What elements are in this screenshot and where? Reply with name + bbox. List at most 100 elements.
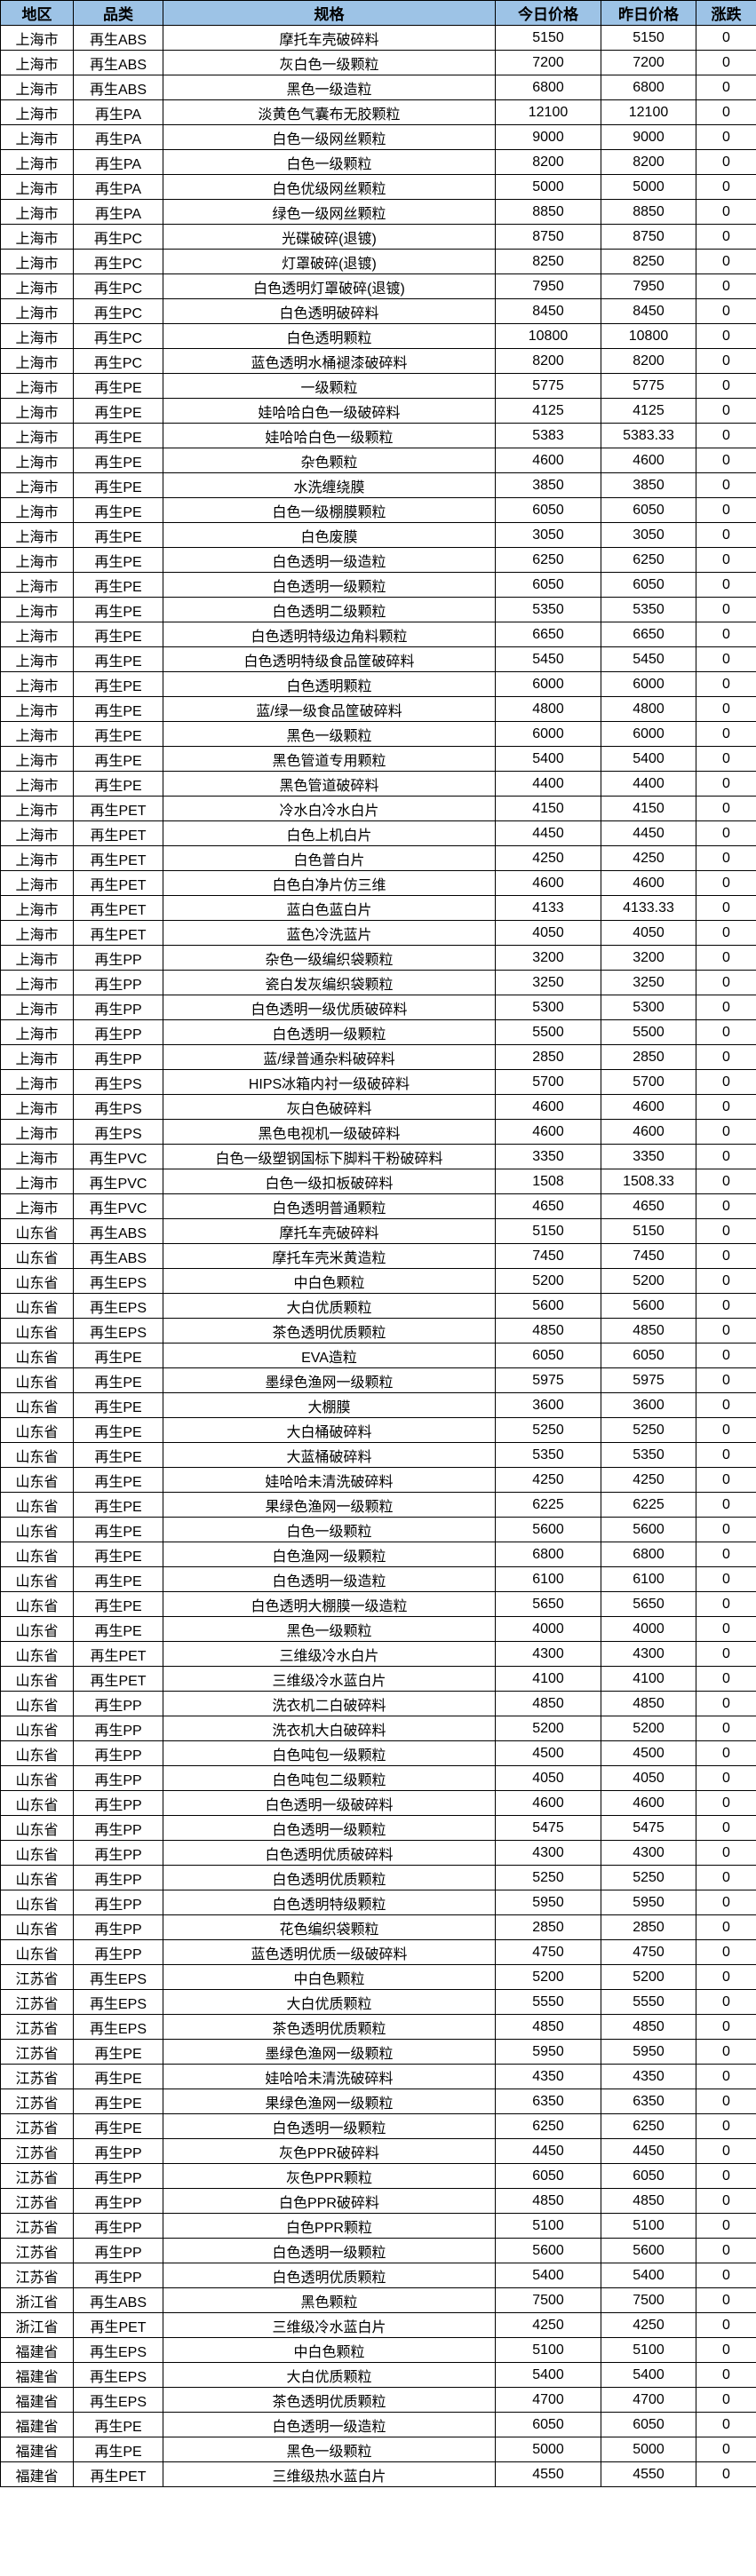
cell: 4250 xyxy=(601,845,696,871)
cell: 8850 xyxy=(495,199,601,225)
cell: 白色白净片仿三维 xyxy=(163,870,496,896)
cell: 5350 xyxy=(495,1442,601,1468)
cell: 再生EPS xyxy=(73,1268,163,1294)
cell: 0 xyxy=(696,1367,756,1393)
cell: 白色吨包二级颗粒 xyxy=(163,1765,496,1791)
cell: 0 xyxy=(696,1119,756,1145)
cell: 0 xyxy=(696,50,756,75)
table-row: 上海市 再生PE 白色废膜 3050 3050 0 xyxy=(0,522,756,548)
cell: 白色一级网丝颗粒 xyxy=(163,124,496,150)
table-row: 江苏省 再生PE 墨绿色渔网一级颗粒 5950 5950 0 xyxy=(0,2039,756,2065)
cell: 上海市 xyxy=(0,373,74,399)
cell: 4100 xyxy=(495,1666,601,1692)
cell: 上海市 xyxy=(0,124,74,150)
cell: 灰色PPR颗粒 xyxy=(163,2163,496,2189)
cell: 0 xyxy=(696,1467,756,1493)
cell: 0 xyxy=(696,2312,756,2338)
table-row: 上海市 再生PVC 白色一级扣板破碎料 1508 1508.33 0 xyxy=(0,1169,756,1194)
cell: 上海市 xyxy=(0,845,74,871)
cell: 白色一级棚膜颗粒 xyxy=(163,497,496,523)
cell: 5950 xyxy=(601,1890,696,1915)
cell: 6000 xyxy=(495,721,601,747)
cell: 5100 xyxy=(495,2213,601,2239)
cell: 上海市 xyxy=(0,820,74,846)
cell: 5400 xyxy=(495,2362,601,2388)
table-row: 江苏省 再生PE 白色透明一级颗粒 6250 6250 0 xyxy=(0,2113,756,2139)
cell: 江苏省 xyxy=(0,2213,74,2239)
cell: 5250 xyxy=(601,1417,696,1443)
cell: 再生PE xyxy=(73,1467,163,1493)
cell: 娃哈哈未清洗破碎料 xyxy=(163,2064,496,2089)
table-row: 山东省 再生PP 白色吨包二级颗粒 4050 4050 0 xyxy=(0,1765,756,1791)
cell: 再生PVC xyxy=(73,1169,163,1194)
cell: 再生PS xyxy=(73,1069,163,1095)
cell: 福建省 xyxy=(0,2461,74,2487)
cell: 0 xyxy=(696,1865,756,1890)
table-row: 山东省 再生PP 白色透明优质破碎料 4300 4300 0 xyxy=(0,1840,756,1866)
cell: 再生PA xyxy=(73,124,163,150)
cell: 白色透明一级破碎料 xyxy=(163,1790,496,1816)
cell: 5200 xyxy=(601,1268,696,1294)
table-row: 上海市 再生PVC 白色透明普通颗粒 4650 4650 0 xyxy=(0,1193,756,1219)
cell: 白色透明一级颗粒 xyxy=(163,1815,496,1841)
cell: 上海市 xyxy=(0,273,74,299)
cell: 0 xyxy=(696,2238,756,2263)
cell: 再生PE xyxy=(73,373,163,399)
table-row: 江苏省 再生PP 白色PPR破碎料 4850 4850 0 xyxy=(0,2188,756,2214)
table-row: 上海市 再生PET 冷水白冷水白片 4150 4150 0 xyxy=(0,796,756,821)
cell: 4150 xyxy=(601,796,696,821)
cell: 0 xyxy=(696,2064,756,2089)
cell: 再生PP xyxy=(73,2163,163,2189)
cell: 山东省 xyxy=(0,1367,74,1393)
cell: 7450 xyxy=(601,1243,696,1269)
table-row: 山东省 再生PE 墨绿色渔网一级颗粒 5975 5975 0 xyxy=(0,1367,756,1393)
cell: 再生PP xyxy=(73,1890,163,1915)
table-row: 上海市 再生PE 杂色颗粒 4600 4600 0 xyxy=(0,448,756,473)
cell: 再生PE xyxy=(73,2437,163,2462)
cell: 0 xyxy=(696,1318,756,1343)
cell: 再生PP xyxy=(73,1740,163,1766)
cell: 5775 xyxy=(495,373,601,399)
cell: 再生PE xyxy=(73,572,163,598)
table-row: 上海市 再生PE 一级颗粒 5775 5775 0 xyxy=(0,373,756,399)
table-row: 山东省 再生PE EVA造粒 6050 6050 0 xyxy=(0,1343,756,1368)
cell: 墨绿色渔网一级颗粒 xyxy=(163,2039,496,2065)
cell: 3250 xyxy=(495,970,601,995)
table-row: 上海市 再生PP 瓷白发灰编织袋颗粒 3250 3250 0 xyxy=(0,970,756,995)
table-row: 山东省 再生PE 黑色一级颗粒 4000 4000 0 xyxy=(0,1616,756,1642)
cell: 5150 xyxy=(495,25,601,51)
cell: 白色一级颗粒 xyxy=(163,149,496,175)
table-row: 上海市 再生PET 白色上机白片 4450 4450 0 xyxy=(0,820,756,846)
cell: 4700 xyxy=(601,2387,696,2413)
cell: 0 xyxy=(696,1094,756,1120)
cell: 1508 xyxy=(495,1169,601,1194)
cell: 白色透明二级颗粒 xyxy=(163,597,496,622)
cell: 0 xyxy=(696,522,756,548)
cell: 黑色颗粒 xyxy=(163,2287,496,2313)
cell: 3200 xyxy=(495,945,601,971)
cell: 0 xyxy=(696,2163,756,2189)
cell: 再生PE xyxy=(73,2412,163,2437)
cell: 蓝色透明水桶褪漆破碎料 xyxy=(163,348,496,374)
cell: 0 xyxy=(696,920,756,946)
cell: 4300 xyxy=(601,1840,696,1866)
cell: 5150 xyxy=(495,1218,601,1244)
cell: 再生PE xyxy=(73,1442,163,1468)
cell: 三维级冷水白片 xyxy=(163,1641,496,1667)
cell: 8250 xyxy=(601,249,696,274)
cell: 7500 xyxy=(601,2287,696,2313)
cell: 7450 xyxy=(495,1243,601,1269)
cell: 白色透明特级边角料颗粒 xyxy=(163,622,496,647)
cell: 4600 xyxy=(495,1790,601,1816)
cell: 0 xyxy=(696,1566,756,1592)
cell: 0 xyxy=(696,1790,756,1816)
cell: 水洗缠绕膜 xyxy=(163,472,496,498)
column-header-0: 地区 xyxy=(0,0,74,26)
cell: 再生PE xyxy=(73,1417,163,1443)
cell: 冷水白冷水白片 xyxy=(163,796,496,821)
cell: 再生EPS xyxy=(73,2337,163,2363)
table-row: 江苏省 再生PE 果绿色渔网一级颗粒 6350 6350 0 xyxy=(0,2089,756,2114)
cell: 4600 xyxy=(495,1119,601,1145)
cell: 0 xyxy=(696,2089,756,2114)
cell: 福建省 xyxy=(0,2387,74,2413)
